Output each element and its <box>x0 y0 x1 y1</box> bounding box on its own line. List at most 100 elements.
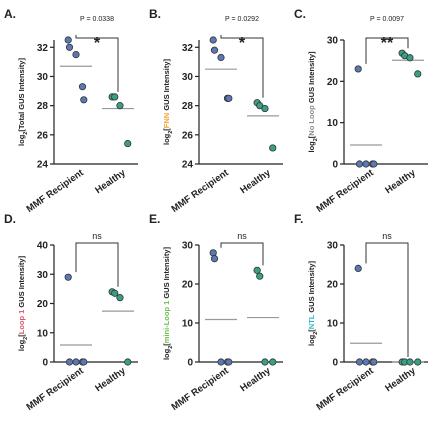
data-point <box>362 358 370 366</box>
y-label-part: log <box>307 141 316 153</box>
x-tick-label: MMF Recipient <box>25 167 87 215</box>
data-point <box>406 358 414 366</box>
x-tick-label: MMF Recipient <box>315 167 377 215</box>
significance-stars: ns <box>92 231 102 241</box>
data-point <box>370 358 378 366</box>
y-label-part: GUS Intensity] <box>307 51 316 105</box>
data-point <box>225 94 233 102</box>
significance-bracket <box>220 242 264 266</box>
y-label-part: log <box>307 334 316 346</box>
data-point <box>111 289 119 297</box>
panel: E. log2[mini-Loop 1 GUS Intensity] 0 10 20 30… <box>149 212 283 413</box>
data-point <box>362 160 370 168</box>
data-point <box>64 36 72 44</box>
data-point <box>256 272 264 280</box>
panel-label: D. <box>4 212 16 226</box>
x-tick-label: Healthy <box>93 167 128 196</box>
y-axis-label: log2[FNN GUS Intensity] <box>162 59 174 145</box>
panel: F. log2[NTL GUS Intensity] 0 10 20 30 MMF Reci… <box>294 212 428 413</box>
data-point <box>116 294 124 302</box>
y-tick-label: 0 <box>42 358 48 369</box>
significance-stars: * <box>94 35 101 52</box>
significance-stars: ns <box>382 231 392 241</box>
y-tick-label: 30 <box>327 241 339 252</box>
panel-label: A. <box>4 7 16 21</box>
y-tick-label: 32 <box>182 43 194 54</box>
x-tick-label: MMF Recipient <box>25 365 87 413</box>
y-tick-label: 10 <box>327 118 339 129</box>
p-value: P = 0.0338 <box>80 16 114 23</box>
y-tick-label: 10 <box>182 319 194 330</box>
y-label-part: log <box>17 339 26 351</box>
panel: C. log2[No Loop GUS Intensity] 0 10 20 30 MMF … <box>294 7 428 215</box>
y-tick-label: 10 <box>37 328 49 339</box>
y-tick-label: 20 <box>182 280 194 291</box>
significance-bracket <box>365 242 409 357</box>
y-label-part: [ <box>307 135 316 138</box>
y-tick-label: 32 <box>37 43 49 54</box>
y-label-part: No Loop <box>307 105 316 136</box>
y-label-part: [ <box>307 329 316 332</box>
p-value: P = 0.0292 <box>225 16 259 23</box>
y-axis-label: log2[No Loop GUS Intensity] <box>307 51 319 152</box>
x-tick-label: Healthy <box>93 365 128 394</box>
y-label-part: log <box>162 133 171 145</box>
y-label-part: Loop 1 <box>17 310 26 335</box>
y-tick-label: 30 <box>37 270 49 281</box>
panel-label: C. <box>294 7 306 21</box>
data-point <box>269 358 277 366</box>
data-point <box>116 102 124 110</box>
x-tick-label: MMF Recipient <box>170 167 232 215</box>
y-tick-label: 30 <box>182 72 194 83</box>
y-label-part: 2 <box>168 131 174 134</box>
y-tick-label: 0 <box>332 160 338 171</box>
data-point <box>414 70 422 78</box>
y-label-part: 2 <box>313 138 319 141</box>
significance-bracket <box>220 35 264 98</box>
y-tick-label: 24 <box>37 160 49 171</box>
y-tick-label: 30 <box>327 36 339 47</box>
y-tick-label: 26 <box>182 130 194 141</box>
y-tick-label: 28 <box>37 101 49 112</box>
data-point <box>406 54 414 62</box>
data-point <box>414 358 422 366</box>
y-tick-label: 28 <box>182 101 194 112</box>
y-tick-label: 10 <box>327 319 339 330</box>
data-point <box>269 144 277 152</box>
panel: B. log2[FNN GUS Intensity] 24 26 28 30 32 MMF R… <box>149 7 283 215</box>
y-label-part: 2 <box>313 332 319 335</box>
panel-label: E. <box>149 212 160 226</box>
x-tick-label: MMF Recipient <box>170 365 232 413</box>
data-point <box>210 255 219 263</box>
y-label-part: [ <box>162 128 171 131</box>
y-label-part: [ <box>162 343 171 346</box>
y-label-part: log <box>17 134 26 146</box>
data-point <box>209 249 217 257</box>
data-point <box>355 358 364 366</box>
data-point <box>253 266 261 274</box>
y-label-part: GUS Intensity] <box>162 59 171 113</box>
data-point <box>65 358 74 366</box>
data-point <box>80 358 88 366</box>
panel: D. log2[Loop 1 GUS Intensity] 0 10 20 30 40 MMF… <box>4 212 138 413</box>
data-point <box>354 65 362 73</box>
y-tick-label: 0 <box>332 358 338 369</box>
significance-bracket <box>75 242 119 287</box>
data-point <box>217 53 225 62</box>
y-tick-label: 20 <box>327 77 339 88</box>
data-point <box>124 139 132 148</box>
data-point <box>209 36 217 44</box>
y-axis-label: log2[Total GUS Intensity] <box>17 58 29 146</box>
y-label-part: 2 <box>23 337 29 340</box>
y-label-part: 2 <box>23 132 29 135</box>
y-label-part: [ <box>17 334 26 337</box>
y-tick-label: 20 <box>327 280 339 291</box>
x-tick-label: Healthy <box>238 167 273 196</box>
x-tick-label: Healthy <box>383 167 418 196</box>
y-label-part: FNN <box>162 113 171 128</box>
y-tick-label: 24 <box>182 160 194 171</box>
data-point <box>124 358 132 366</box>
data-point <box>65 43 74 51</box>
significance-stars: ns <box>237 231 247 241</box>
